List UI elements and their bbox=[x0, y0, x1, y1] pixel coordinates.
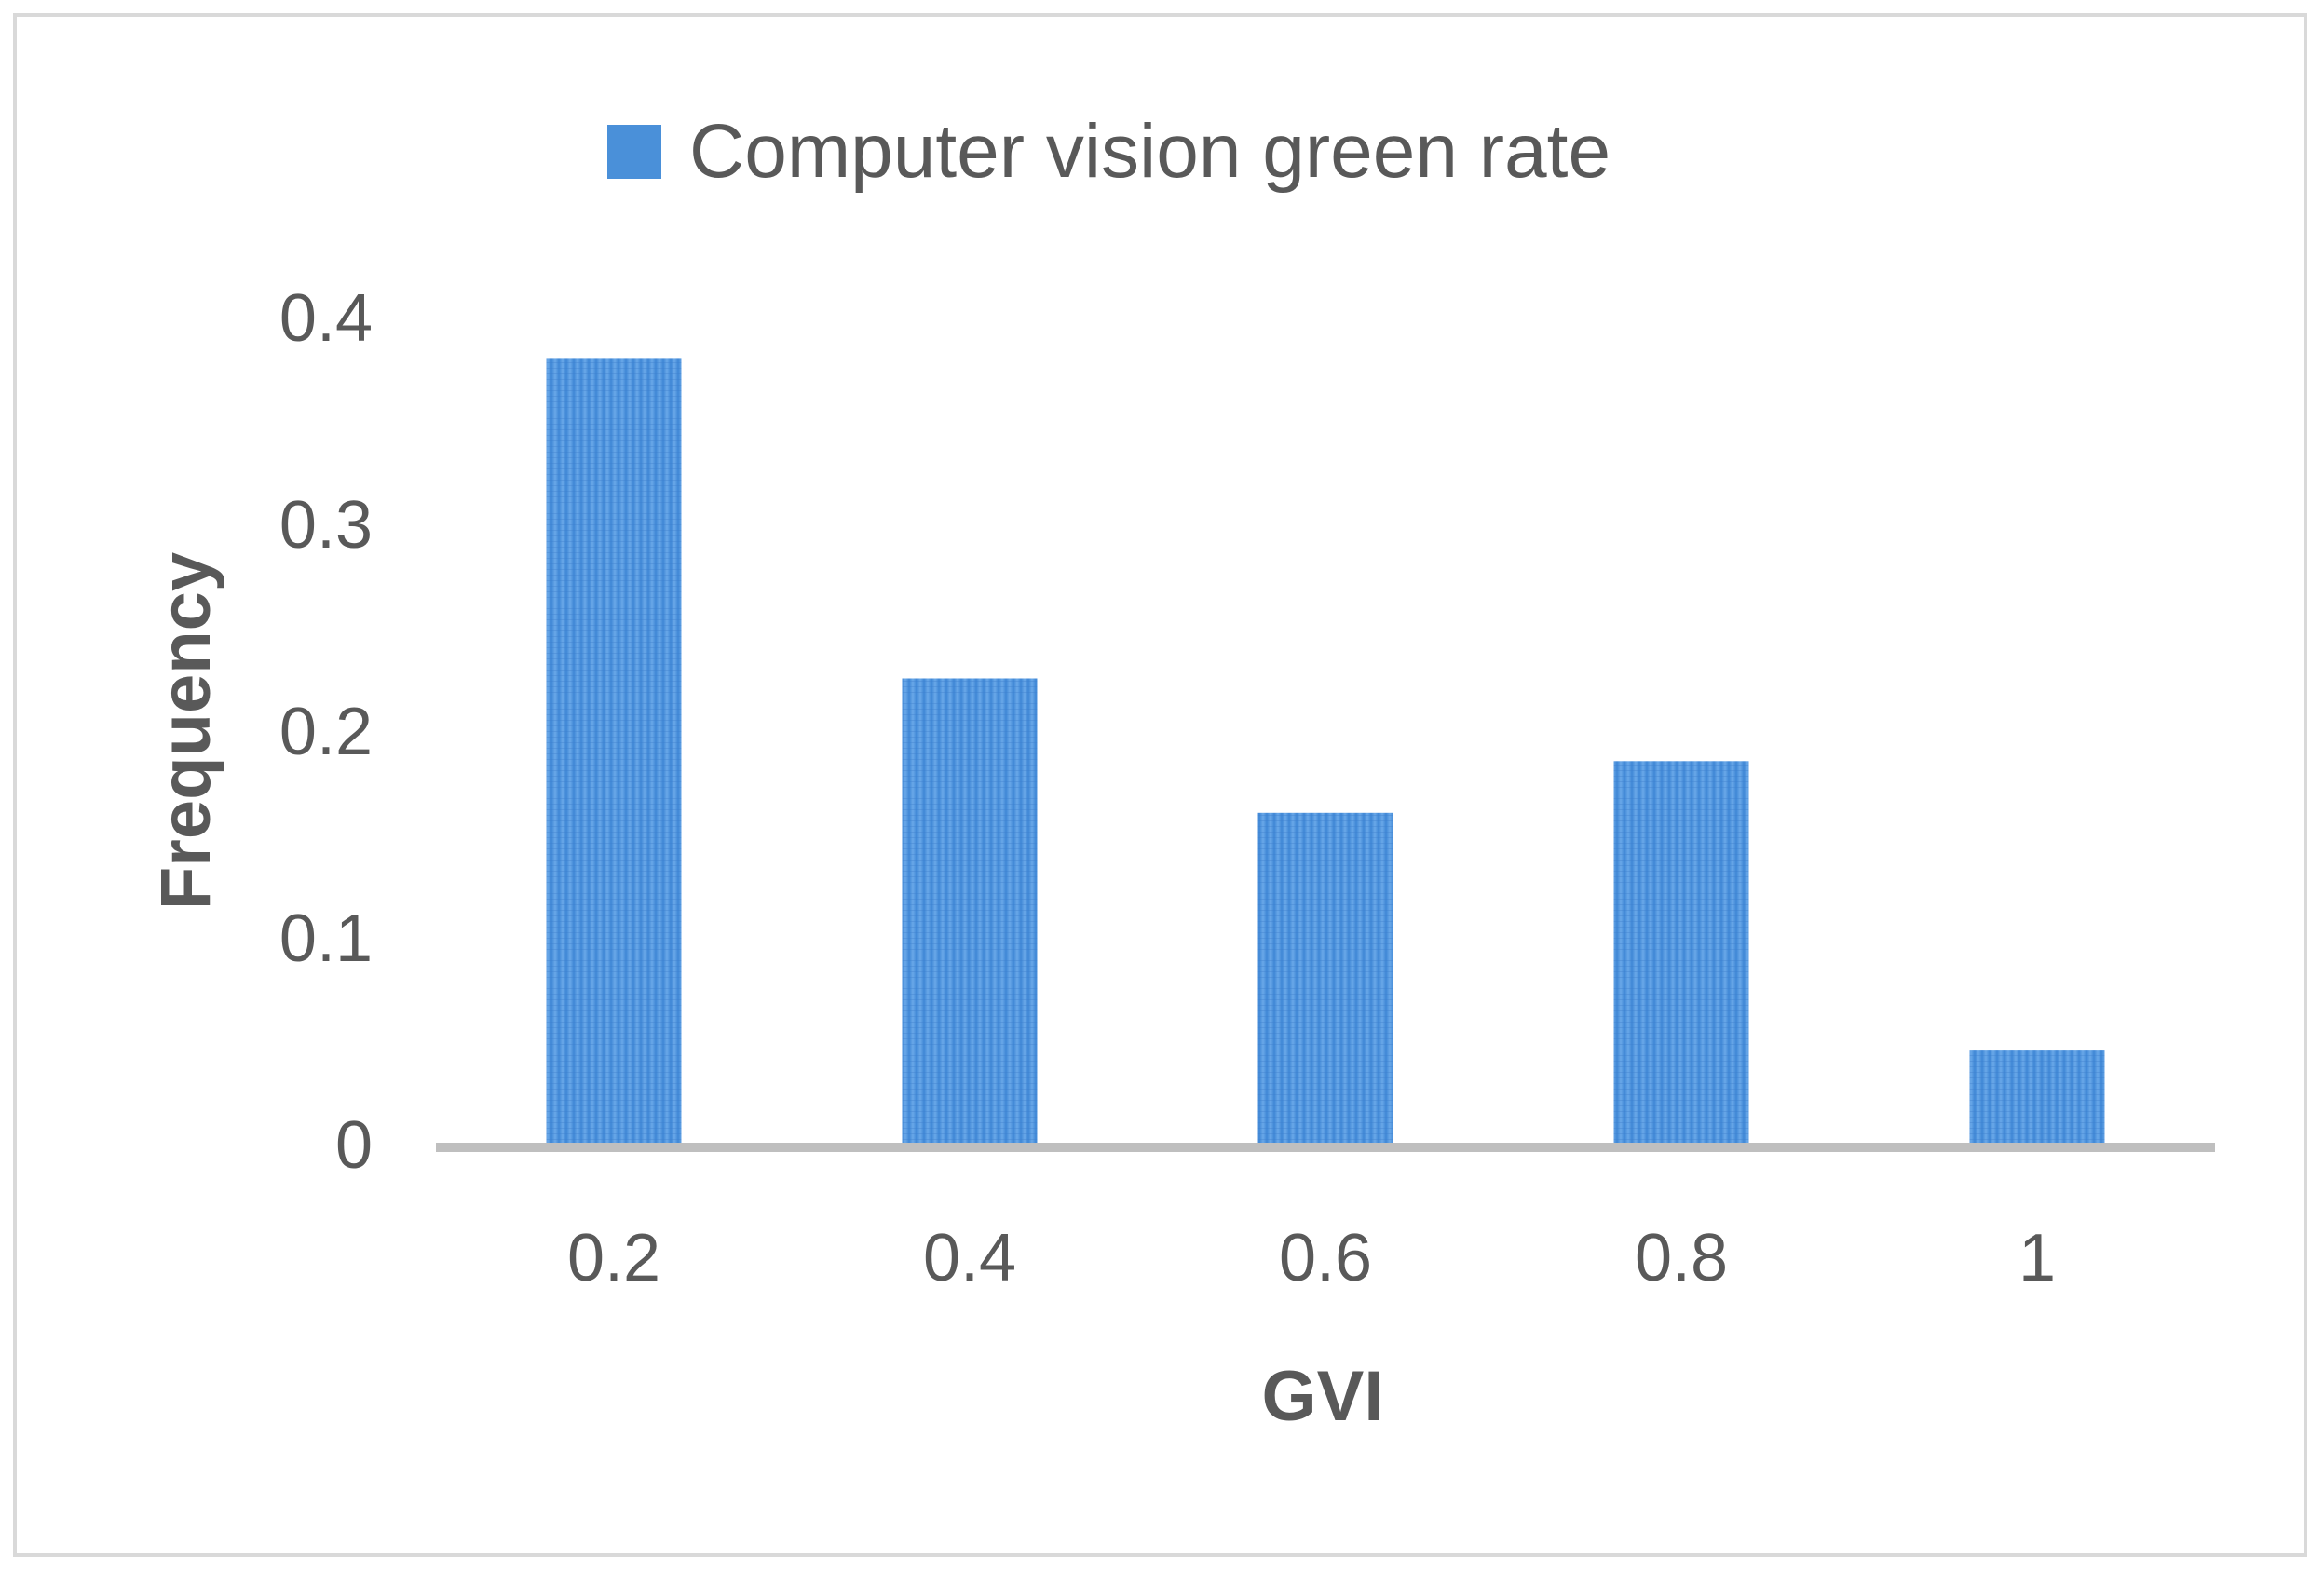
y-tick-label: 0.1 bbox=[279, 901, 373, 976]
x-axis-title: GVI bbox=[1262, 1357, 1384, 1436]
y-axis-tick-labels: 0 0.1 0.2 0.3 0.4 bbox=[279, 281, 373, 1183]
legend: Computer vision green rate bbox=[607, 109, 1610, 194]
x-tick-label: 1 bbox=[2018, 1221, 2056, 1295]
x-tick-label: 0.4 bbox=[923, 1221, 1016, 1295]
bar bbox=[1969, 1050, 2105, 1144]
legend-swatch bbox=[607, 125, 661, 179]
bar bbox=[546, 358, 682, 1144]
y-tick-label: 0.3 bbox=[279, 488, 373, 562]
y-tick-label: 0.4 bbox=[279, 281, 373, 356]
y-tick-label: 0 bbox=[335, 1108, 373, 1183]
bar bbox=[1613, 761, 1749, 1144]
x-tick-label: 0.2 bbox=[567, 1221, 660, 1295]
y-axis-title: Frequency bbox=[146, 552, 225, 910]
y-tick-label: 0.2 bbox=[279, 695, 373, 769]
legend-label-series-1: Computer vision green rate bbox=[689, 109, 1610, 194]
chart-frame bbox=[13, 13, 2307, 1557]
bar bbox=[1257, 812, 1393, 1144]
x-tick-label: 0.8 bbox=[1635, 1221, 1728, 1295]
x-tick-label: 0.6 bbox=[1279, 1221, 1372, 1295]
bars bbox=[546, 358, 2105, 1144]
x-axis-tick-labels: 0.2 0.4 0.6 0.8 1 bbox=[567, 1221, 2056, 1295]
bar bbox=[902, 678, 1038, 1144]
